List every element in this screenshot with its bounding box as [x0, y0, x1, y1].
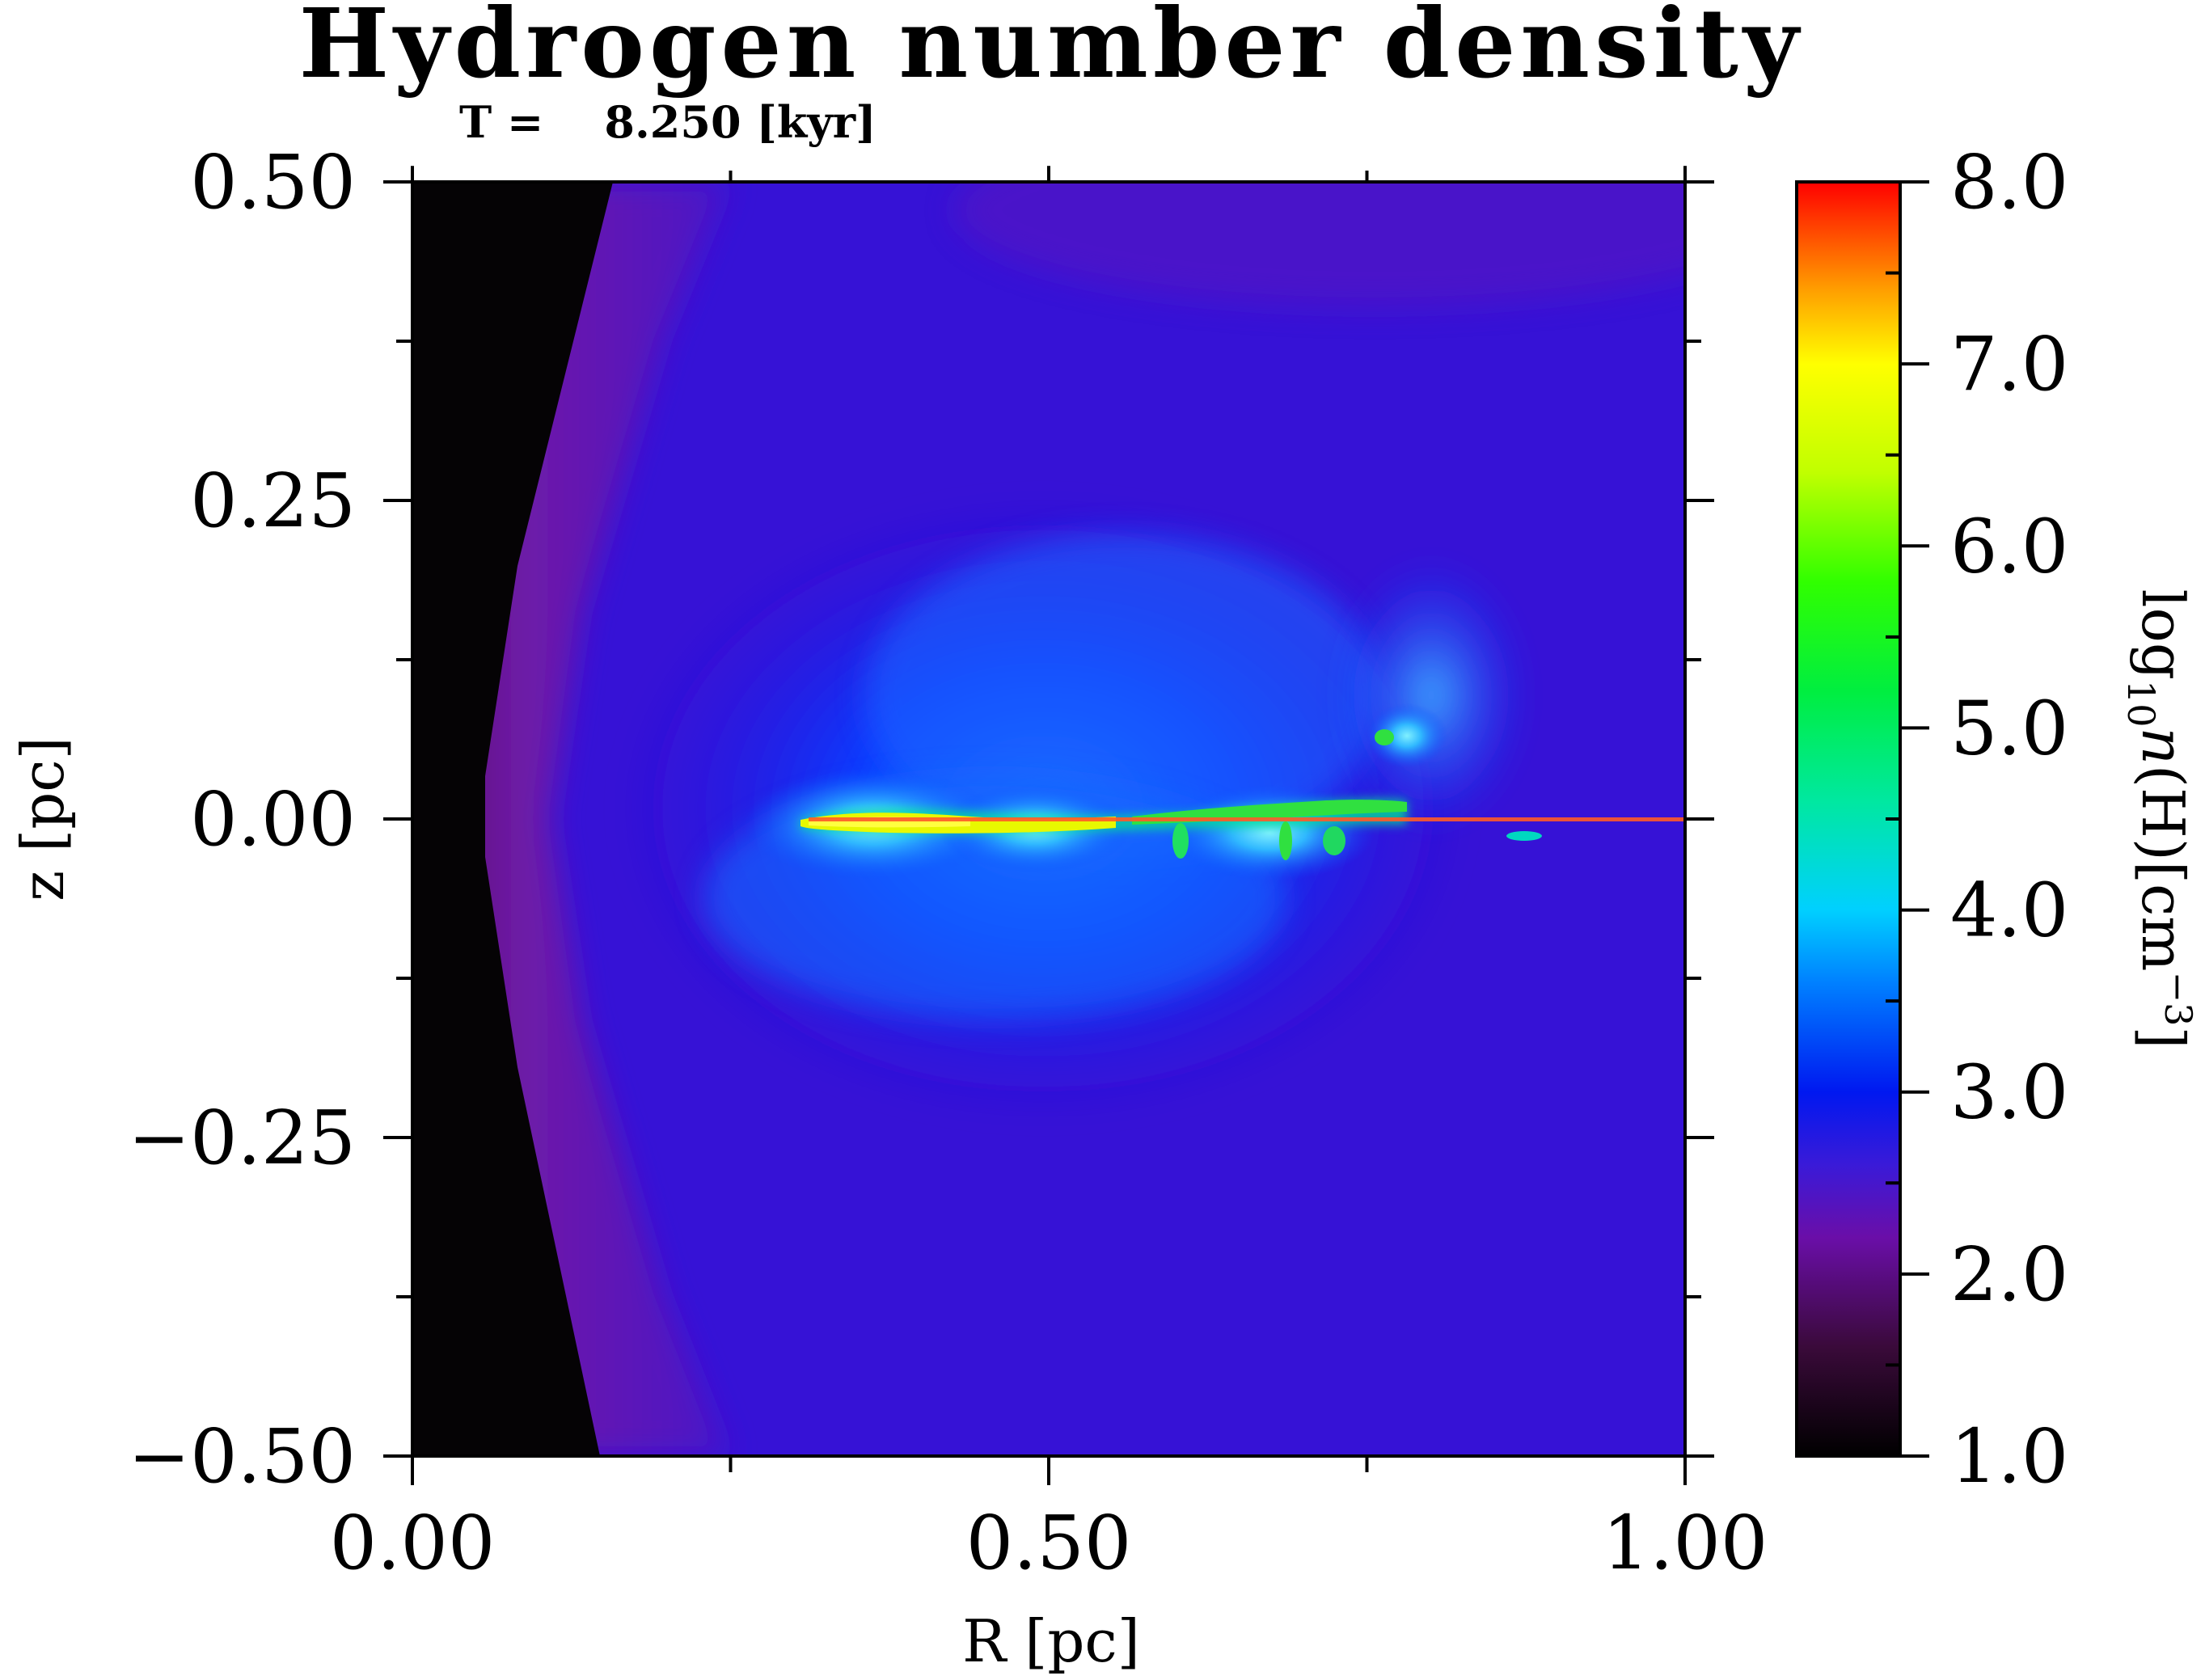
chart-title: Hydrogen number density	[299, 0, 1804, 99]
colorbar-tick-label: 3.0	[1950, 1049, 2068, 1136]
axis-ticks	[383, 166, 1714, 1485]
y-tick-labels: −0.50 −0.25 0.00 0.25 0.50	[128, 139, 356, 1500]
upper-haze	[954, 182, 1685, 307]
y-axis-label: z [pc]	[9, 737, 77, 901]
colorbar-tick-label: 7.0	[1950, 321, 2068, 407]
colorbar-tick-label: 2.0	[1950, 1231, 2068, 1318]
heatmap-field	[412, 182, 1685, 1456]
low-density-cavity	[412, 182, 613, 1456]
colorbar-tick-label: 5.0	[1950, 685, 2068, 771]
colorbar-tick-labels: 1.0 2.0 3.0 4.0 5.0 6.0 7.0 8.0	[1950, 139, 2068, 1500]
clump-a	[1172, 823, 1189, 859]
y-tick-label: −0.50	[128, 1413, 356, 1500]
x-tick-label: 0.50	[966, 1500, 1132, 1586]
x-tick-label: 0.00	[330, 1500, 496, 1586]
colorbar-tick-label: 4.0	[1950, 867, 2068, 954]
clump-e	[1506, 831, 1542, 841]
colorbar-label: log10n(H)[cm−3]	[2119, 589, 2200, 1049]
colorbar-tick-label: 8.0	[1950, 139, 2068, 226]
x-tick-labels: 0.00 0.50 1.00	[330, 1500, 1768, 1586]
colorbar-tick-label: 1.0	[1950, 1413, 2068, 1500]
clump-b	[1279, 821, 1292, 860]
y-tick-label: 0.25	[190, 458, 356, 544]
dense-core-4	[1367, 703, 1447, 768]
clump-c	[1323, 826, 1345, 855]
clump-d	[1375, 729, 1394, 745]
colorbar	[1795, 180, 1902, 1458]
y-tick-label: 0.50	[190, 139, 356, 226]
midplane-line	[809, 817, 1685, 821]
chart-subtitle: T = 8.250 [kyr]	[459, 96, 877, 148]
y-tick-label: 0.00	[190, 776, 356, 863]
x-axis-label: R [pc]	[962, 1607, 1140, 1675]
x-tick-label: 1.00	[1603, 1500, 1768, 1586]
plume-right	[1334, 558, 1528, 833]
y-tick-label: −0.25	[128, 1095, 356, 1181]
colorbar-tick-label: 6.0	[1950, 503, 2068, 589]
colorbar-ticks	[1886, 180, 1929, 1458]
